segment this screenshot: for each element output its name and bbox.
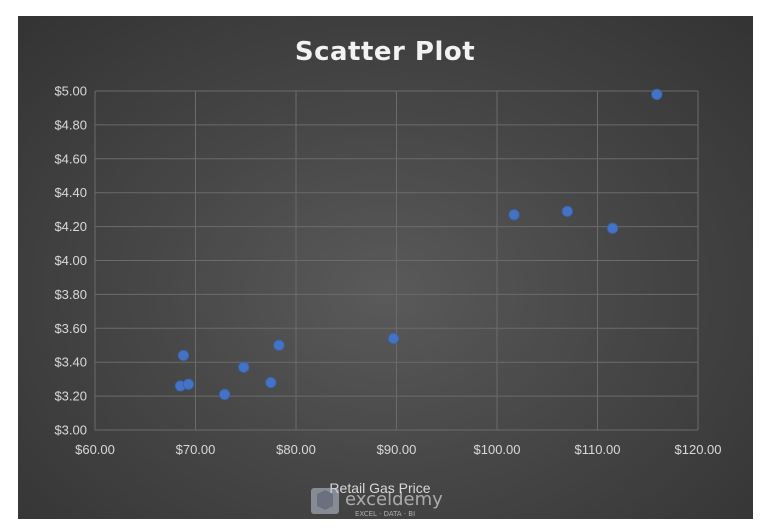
data-point [651, 88, 663, 100]
x-axis-label: Retail Gas Price [329, 480, 430, 496]
scatter-chart: Scatter Plot $3.00 $3.20 $3.40 $3.60 $3.80 $4… [54, 37, 721, 518]
y-tick-label: $4.00 [54, 253, 87, 268]
y-axis-tick-labels: $3.00 $3.20 $3.40 $3.60 $3.80 $4.00 $4.20 $4.40… [54, 84, 87, 438]
watermark-tagline: EXCEL · DATA · BI [355, 510, 415, 518]
y-tick-label: $3.20 [54, 389, 87, 404]
x-tick-label: $100.00 [474, 442, 521, 457]
data-point [238, 361, 250, 373]
y-tick-label: $4.80 [54, 117, 87, 132]
data-point [561, 205, 573, 217]
watermark-brand: exceldemy [345, 489, 443, 510]
data-point [177, 349, 190, 362]
data-point [606, 222, 619, 234]
y-tick-label: $3.40 [54, 355, 87, 370]
chart-area: Scatter Plot $3.00 $3.20 $3.40 $3.60 $3.80 $4… [18, 16, 753, 519]
data-point [265, 376, 277, 389]
data-points [174, 88, 663, 401]
x-tick-label: $80.00 [276, 442, 316, 457]
gridlines [94, 90, 699, 431]
chart-title: Scatter Plot [295, 37, 475, 67]
y-tick-label: $3.60 [54, 321, 87, 336]
y-tick-label: $4.40 [54, 185, 87, 200]
x-tick-label: $110.00 [574, 442, 620, 457]
x-tick-label: $90.00 [377, 442, 417, 457]
y-tick-label: $5.00 [54, 84, 87, 99]
x-tick-label: $60.00 [75, 442, 115, 457]
data-point [387, 332, 400, 345]
data-point [219, 388, 231, 401]
x-tick-label: $120.00 [675, 442, 722, 457]
watermark: exceldemy EXCEL · DATA · BI [311, 488, 443, 518]
y-tick-label: $3.80 [54, 287, 87, 302]
x-tick-label: $70.00 [176, 442, 216, 457]
data-point [508, 209, 520, 221]
y-tick-label: $4.60 [54, 151, 87, 166]
data-point [273, 339, 285, 351]
y-tick-label: $3.00 [54, 423, 87, 438]
exceldemy-logo-icon [311, 488, 339, 514]
y-tick-label: $4.20 [54, 219, 87, 234]
data-point [182, 378, 195, 390]
x-axis-tick-labels: $60.00 $70.00 $80.00 $90.00 $100.00 $110.00 $1… [75, 442, 721, 457]
